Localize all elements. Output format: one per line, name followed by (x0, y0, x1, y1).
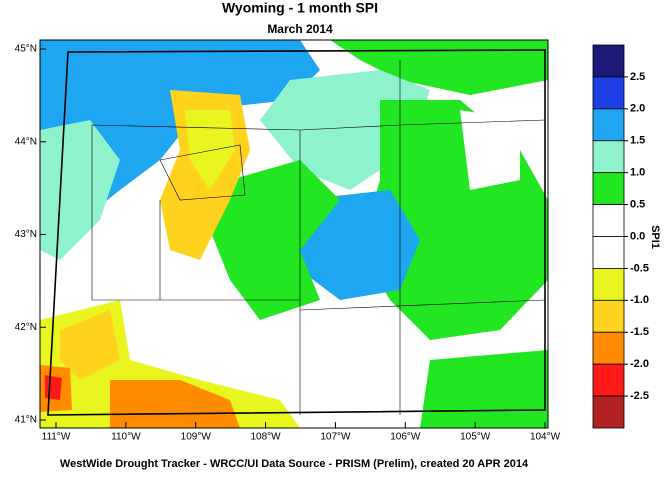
colorbar-label: -1.5 (630, 326, 649, 338)
colorbar-swatch (592, 363, 625, 397)
lon-tick-label: 107°W (320, 432, 351, 443)
colorbar-swatch (592, 204, 625, 237)
footer: WestWide Drought Tracker - WRCC/UI Data … (60, 458, 529, 470)
lon-tick-label: 108°W (251, 432, 282, 443)
lon-tick-label: 104°W (530, 432, 561, 443)
region (185, 110, 235, 190)
lon-tick-label: 106°W (390, 432, 421, 443)
region (450, 45, 548, 85)
lon-tick-label: 111°W (42, 432, 71, 443)
colorbar-label: -2.0 (630, 358, 649, 370)
colorbar-swatch (592, 268, 625, 301)
lat-tick-label: 42°N (15, 322, 37, 333)
colorbar-label: 2.0 (630, 103, 645, 115)
region (420, 350, 548, 428)
lon-tick-label: 109°W (181, 432, 212, 443)
colorbar-label: 1.5 (630, 135, 645, 147)
map (39, 39, 549, 429)
county-border (91, 60, 546, 415)
colorbar-title: SPI1 (649, 225, 661, 249)
lon-tick-label: 110°W (111, 432, 141, 443)
colorbar-swatch (592, 76, 625, 110)
colorbar-swatch (592, 172, 625, 205)
colorbar-swatch (592, 140, 625, 174)
lat-tick-label: 43°N (15, 229, 37, 240)
lon-tick-label: 105°W (460, 432, 491, 443)
region (45, 375, 62, 400)
lat-tick-label: 41°N (15, 415, 37, 426)
region (60, 310, 120, 380)
state-border (47, 49, 546, 416)
colorbar-label: -1.0 (630, 294, 649, 306)
colorbar-label: 1.0 (630, 167, 645, 179)
colorbar-label: 0.0 (630, 230, 645, 242)
colorbar-swatch (592, 44, 625, 78)
region (110, 380, 240, 428)
region (460, 110, 520, 190)
colorbar-swatch (592, 331, 625, 365)
region (210, 160, 340, 320)
colorbar-label: 0.5 (630, 198, 645, 210)
lat-tick-label: 45°N (15, 44, 37, 55)
colorbar-swatch (592, 108, 625, 142)
title: Wyoming - 1 month SPI (222, 0, 378, 16)
colorbar-swatch (592, 299, 625, 333)
subtitle: March 2014 (267, 22, 333, 36)
region (300, 190, 420, 300)
colorbar-label: -0.5 (630, 262, 649, 274)
colorbar-swatch (592, 236, 625, 269)
colorbar-swatch (592, 395, 625, 429)
colorbar-label: -2.5 (630, 390, 649, 402)
lat-tick-label: 44°N (15, 136, 37, 147)
region (40, 120, 120, 260)
colorbar-label: 2.5 (630, 71, 645, 83)
